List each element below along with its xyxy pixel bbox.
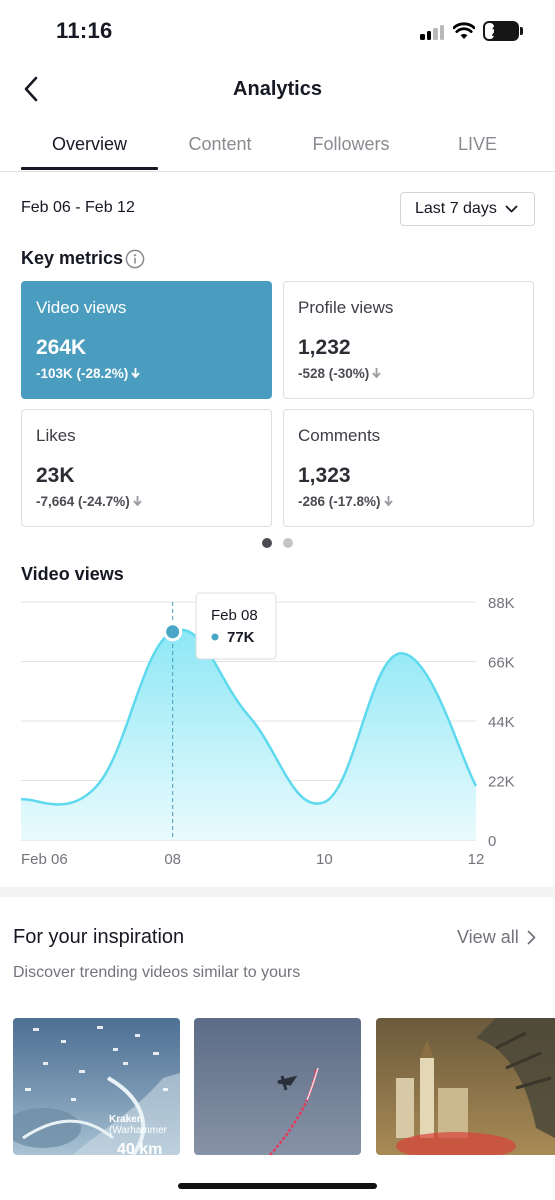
- metric-delta-text: -286 (-17.8%): [298, 494, 381, 509]
- tooltip-value: 77K: [227, 629, 255, 646]
- arrow-down-icon: [133, 496, 142, 507]
- metric-label: Profile views: [298, 298, 394, 317]
- thumbnail-caption: Kraken: [109, 1114, 143, 1125]
- thumbnail-image-plane-flare: [194, 1018, 361, 1155]
- metric-delta-text: -528 (-30%): [298, 366, 370, 381]
- x-tick-label: 12: [468, 851, 485, 868]
- view-all-label: View all: [457, 927, 519, 947]
- active-tab-indicator: [21, 167, 158, 170]
- metric-value: 1,323: [298, 464, 351, 487]
- battery-tip: [520, 27, 523, 35]
- y-tick-label: 88K: [488, 595, 515, 612]
- metric-value: 264K: [36, 336, 87, 359]
- chevron-left-icon: [24, 76, 38, 102]
- metric-delta: -286 (-17.8%): [298, 494, 393, 509]
- tooltip-series-dot: [211, 633, 219, 641]
- date-range: Feb 06 - Feb 12: [21, 199, 135, 216]
- arrow-down-icon: [131, 368, 140, 379]
- metric-delta-text: -7,664 (-24.7%): [36, 494, 130, 509]
- chart-title: Video views: [21, 564, 124, 584]
- wifi-icon: [453, 22, 475, 39]
- chevron-down-icon: [505, 205, 518, 213]
- x-tick-label: 10: [316, 851, 333, 868]
- thumbnail-badge: 40 km: [117, 1141, 162, 1155]
- metric-card-profile-views[interactable]: Profile views 1,232 -528 (-30%): [283, 281, 534, 399]
- info-icon[interactable]: [125, 249, 145, 269]
- metric-label: Video views: [36, 298, 127, 317]
- metric-value: 1,232: [298, 336, 351, 359]
- metric-card-comments[interactable]: Comments 1,323 -286 (-17.8%): [283, 409, 534, 527]
- metric-card-likes[interactable]: Likes 23K -7,664 (-24.7%): [21, 409, 272, 527]
- status-bar: 11:16 29: [0, 0, 555, 62]
- metric-delta: -7,664 (-24.7%): [36, 494, 142, 509]
- period-dropdown[interactable]: Last 7 days: [400, 192, 535, 226]
- y-tick-label: 22K: [488, 774, 515, 791]
- metric-delta: -103K (-28.2%): [36, 366, 140, 381]
- page-title: Analytics: [233, 78, 322, 100]
- metric-label: Comments: [298, 426, 381, 445]
- metric-value: 23K: [36, 464, 75, 487]
- tab-live[interactable]: LIVE: [457, 134, 498, 154]
- metric-card-video-views[interactable]: Video views 264K -103K (-28.2%): [21, 281, 272, 399]
- y-tick-label: 66K: [488, 655, 515, 672]
- tab-bar: Overview Content Followers LIVE: [0, 118, 555, 172]
- back-button[interactable]: [14, 72, 48, 106]
- pagination-dot-active[interactable]: [262, 538, 272, 548]
- key-metrics-title: Key metrics: [21, 248, 124, 268]
- y-tick-label: 0: [488, 833, 496, 850]
- video-thumbnail[interactable]: [194, 1018, 361, 1155]
- period-dropdown-label: Last 7 days: [415, 200, 497, 217]
- x-tick-label: Feb 06: [21, 851, 68, 868]
- battery-icon: 29: [483, 21, 519, 41]
- home-indicator: [178, 1183, 377, 1189]
- y-tick-label: 44K: [488, 714, 515, 731]
- video-thumbnail[interactable]: Kraken (Warhammer 40 km: [13, 1018, 180, 1155]
- thumbnail-image-fantasy-castle: [376, 1018, 555, 1155]
- tab-content[interactable]: Content: [188, 134, 252, 154]
- arrow-down-icon: [372, 368, 381, 379]
- tooltip-marker: [163, 622, 183, 642]
- x-tick-label: 08: [164, 851, 181, 868]
- video-views-chart[interactable]: 88K 66K 44K 22K 0 Feb 06 08 10 12 Feb 08 77K: [0, 590, 555, 875]
- battery-percent: 29: [491, 23, 508, 39]
- thumbnail-image-sky-map: Kraken (Warhammer 40 km: [13, 1018, 180, 1155]
- chart-area-fill: [21, 629, 476, 840]
- chevron-right-icon: [527, 930, 536, 945]
- status-time: 11:16: [56, 18, 113, 43]
- tooltip-box: [195, 592, 277, 660]
- video-thumbnail[interactable]: [376, 1018, 555, 1155]
- pagination-dot[interactable]: [283, 538, 293, 548]
- arrow-down-icon: [383, 496, 393, 507]
- section-separator: [0, 887, 555, 897]
- thumbnail-caption-2: (Warhammer: [109, 1125, 168, 1136]
- tab-overview[interactable]: Overview: [51, 134, 127, 154]
- tooltip-date: Feb 08: [211, 607, 258, 624]
- metric-delta-text: -103K (-28.2%): [36, 366, 129, 381]
- inspiration-subtitle: Discover trending videos similar to your…: [13, 964, 301, 981]
- view-all-link[interactable]: View all: [457, 927, 536, 948]
- metric-label: Likes: [36, 426, 76, 445]
- cellular-signal-icon: [420, 24, 446, 40]
- metric-delta: -528 (-30%): [298, 366, 381, 381]
- inspiration-title: For your inspiration: [13, 926, 185, 948]
- tab-followers[interactable]: Followers: [312, 134, 390, 154]
- header: Analytics: [0, 62, 555, 118]
